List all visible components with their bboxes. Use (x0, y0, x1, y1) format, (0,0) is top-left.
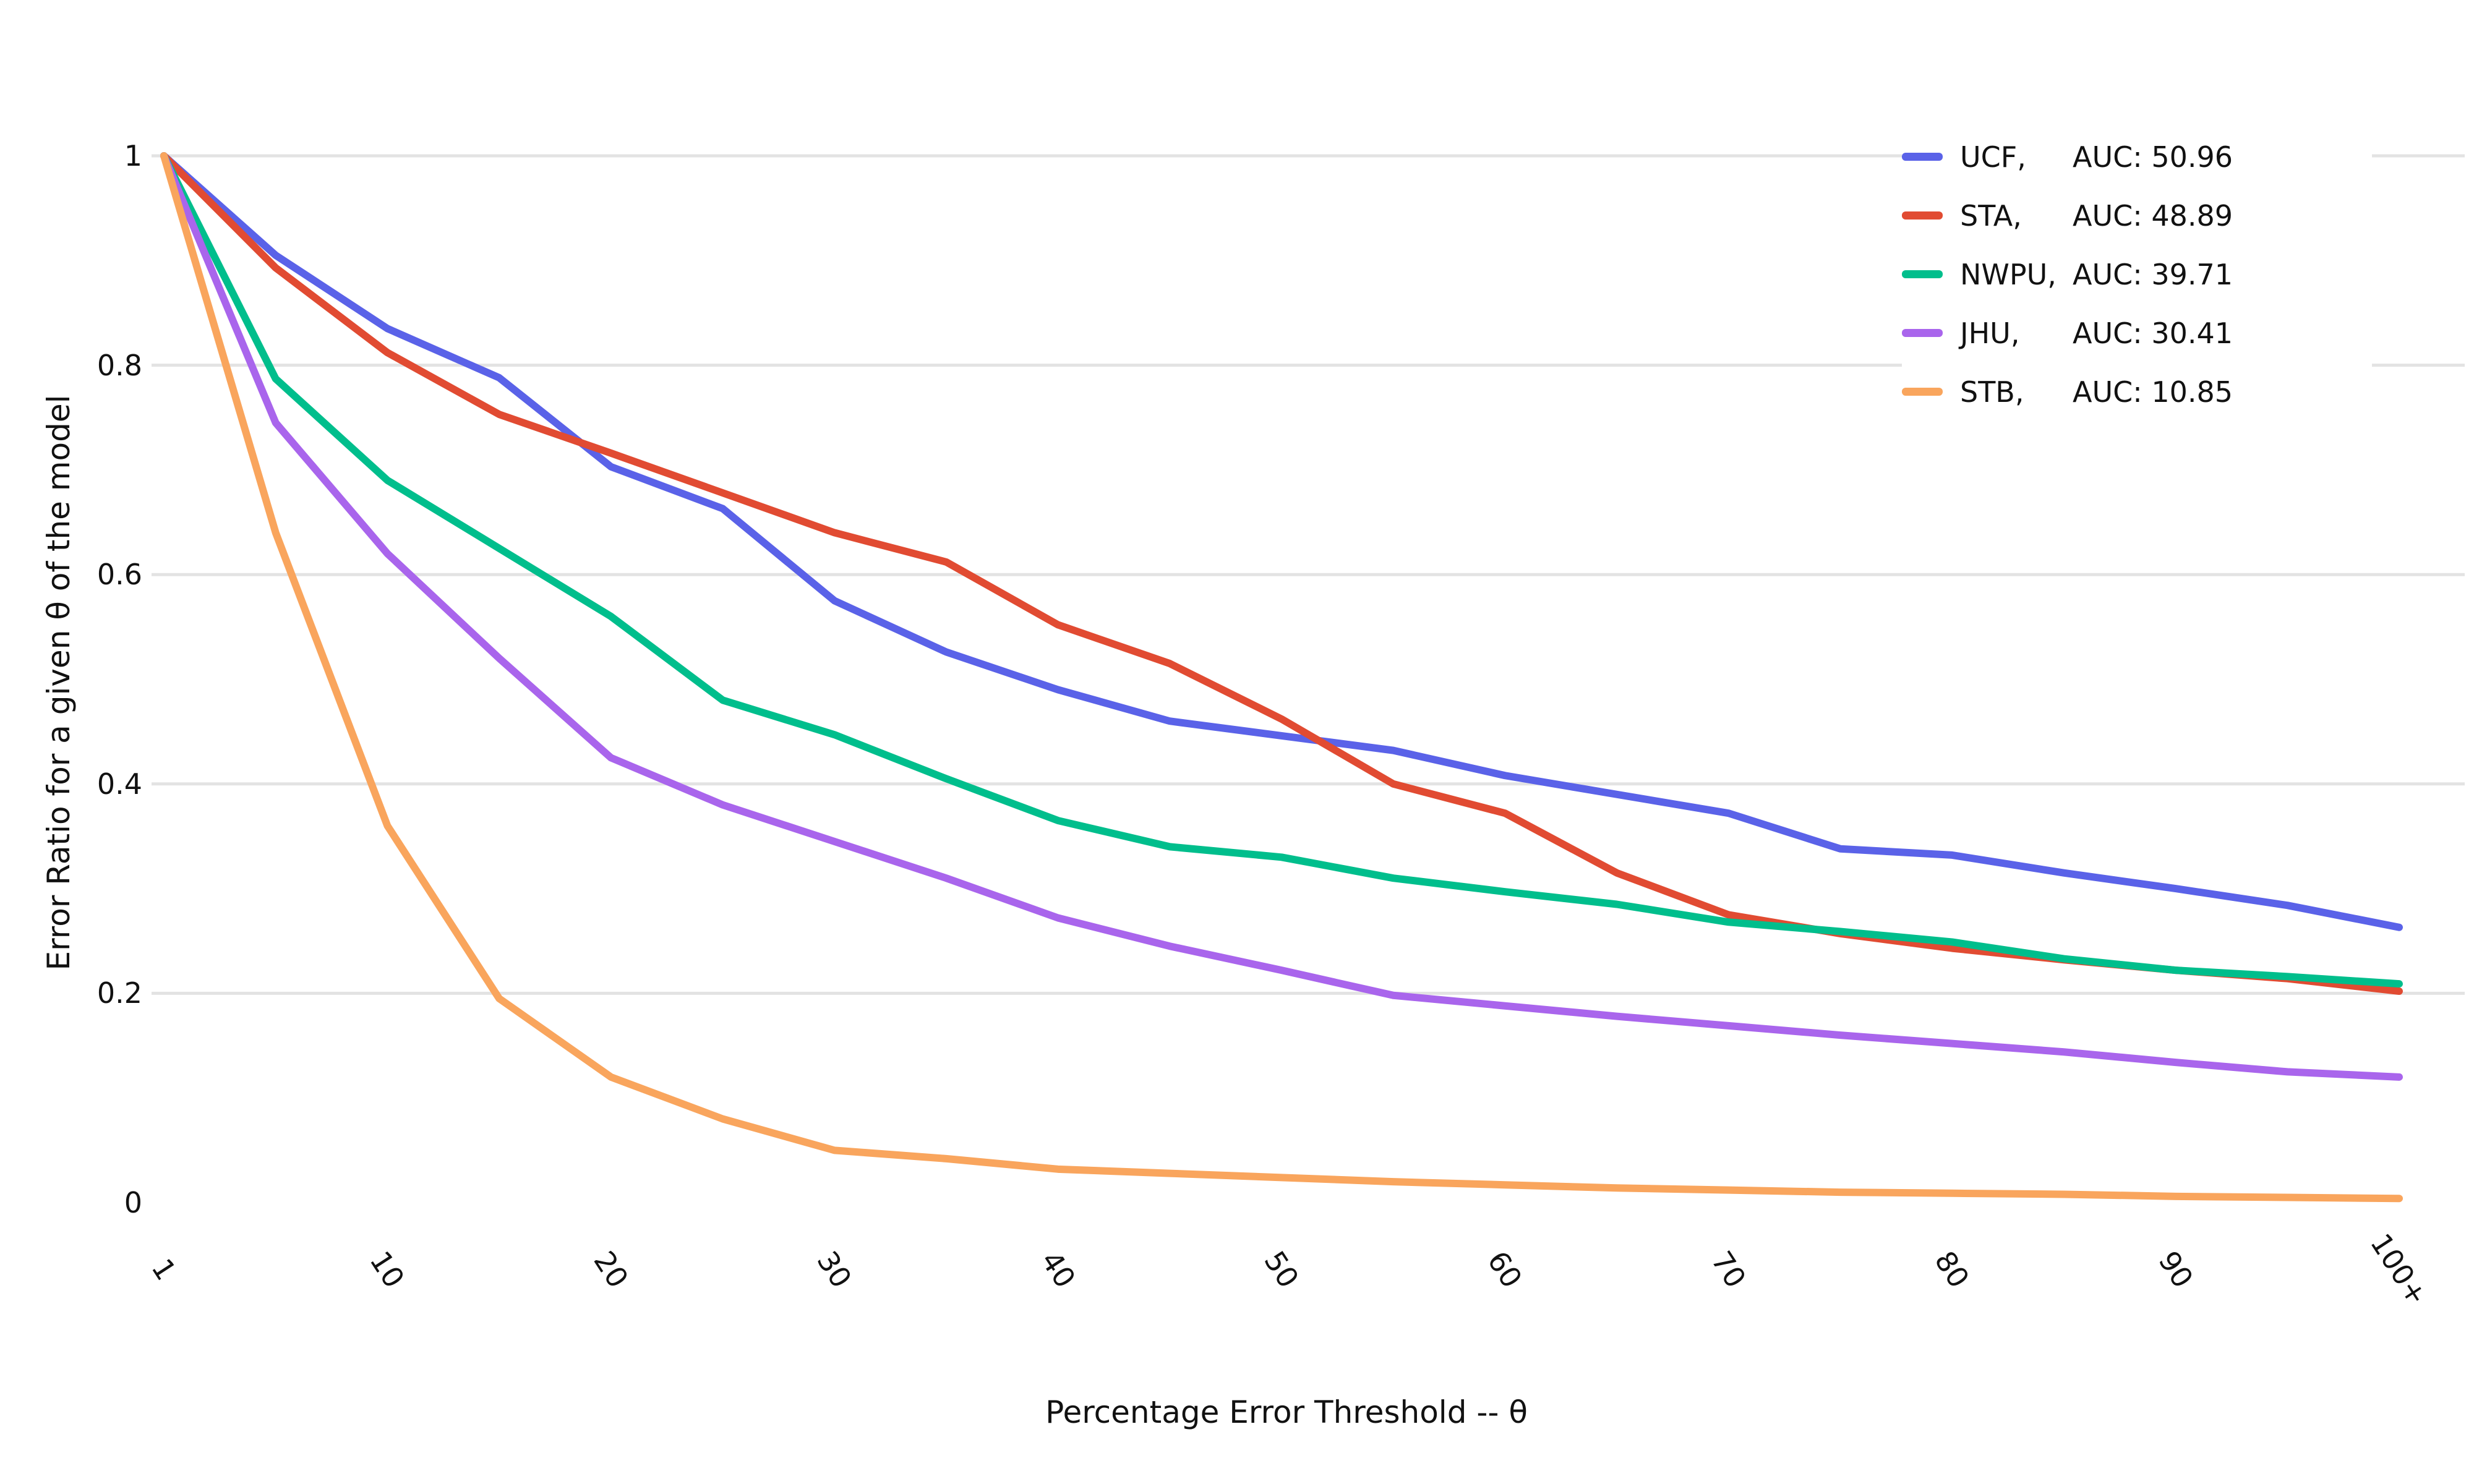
legend-swatch-icon (1902, 388, 1943, 396)
legend-series-auc: AUC: 10.85 (2073, 375, 2233, 409)
y-tick-label-0.2: 0.2 (96, 976, 142, 1010)
legend-swatch-icon (1902, 211, 1943, 220)
legend: UCF, AUC: 50.96 STA, AUC: 48.89 NWPU, AUC: 39… (1902, 121, 2372, 427)
legend-series-auc: AUC: 39.71 (2073, 257, 2233, 291)
x-axis-title: Percentage Error Threshold -- θ (1045, 1394, 1528, 1430)
y-tick-label-0.8: 0.8 (96, 348, 142, 382)
y-tick-label-0.6: 0.6 (96, 558, 142, 592)
legend-series-name: STA, (1960, 198, 2022, 232)
legend-item-jhu[interactable]: JHU, AUC: 30.41 (1902, 304, 2372, 362)
legend-item-sta[interactable]: STA, AUC: 48.89 (1902, 186, 2372, 245)
legend-series-auc: AUC: 50.96 (2073, 140, 2233, 174)
legend-item-ucf[interactable]: UCF, AUC: 50.96 (1902, 127, 2372, 186)
legend-series-name: STB, (1960, 375, 2024, 409)
legend-swatch-icon (1902, 270, 1943, 278)
y-axis-title: Error Ratio for a given θ of the model (41, 394, 77, 971)
line-stb (160, 152, 2403, 1203)
legend-series-auc: AUC: 30.41 (2073, 316, 2233, 350)
y-tick-label-0.4: 0.4 (96, 767, 142, 801)
legend-item-nwpu[interactable]: NWPU, AUC: 39.71 (1902, 245, 2372, 304)
y-tick-label-1: 1 (124, 139, 142, 173)
line-jhu (160, 152, 2403, 1081)
legend-swatch-icon (1902, 329, 1943, 337)
legend-series-name: JHU, (1960, 316, 2020, 350)
series-lines (160, 152, 2403, 1203)
line-ucf (160, 152, 2403, 931)
legend-series-name: UCF, (1960, 140, 2026, 174)
y-tick-label-0: 0 (124, 1186, 142, 1219)
line-nwpu (160, 152, 2403, 988)
legend-item-stb[interactable]: STB, AUC: 10.85 (1902, 362, 2372, 421)
legend-swatch-icon (1902, 153, 1943, 161)
legend-series-name: NWPU, (1960, 257, 2057, 291)
legend-series-auc: AUC: 48.89 (2073, 198, 2233, 232)
